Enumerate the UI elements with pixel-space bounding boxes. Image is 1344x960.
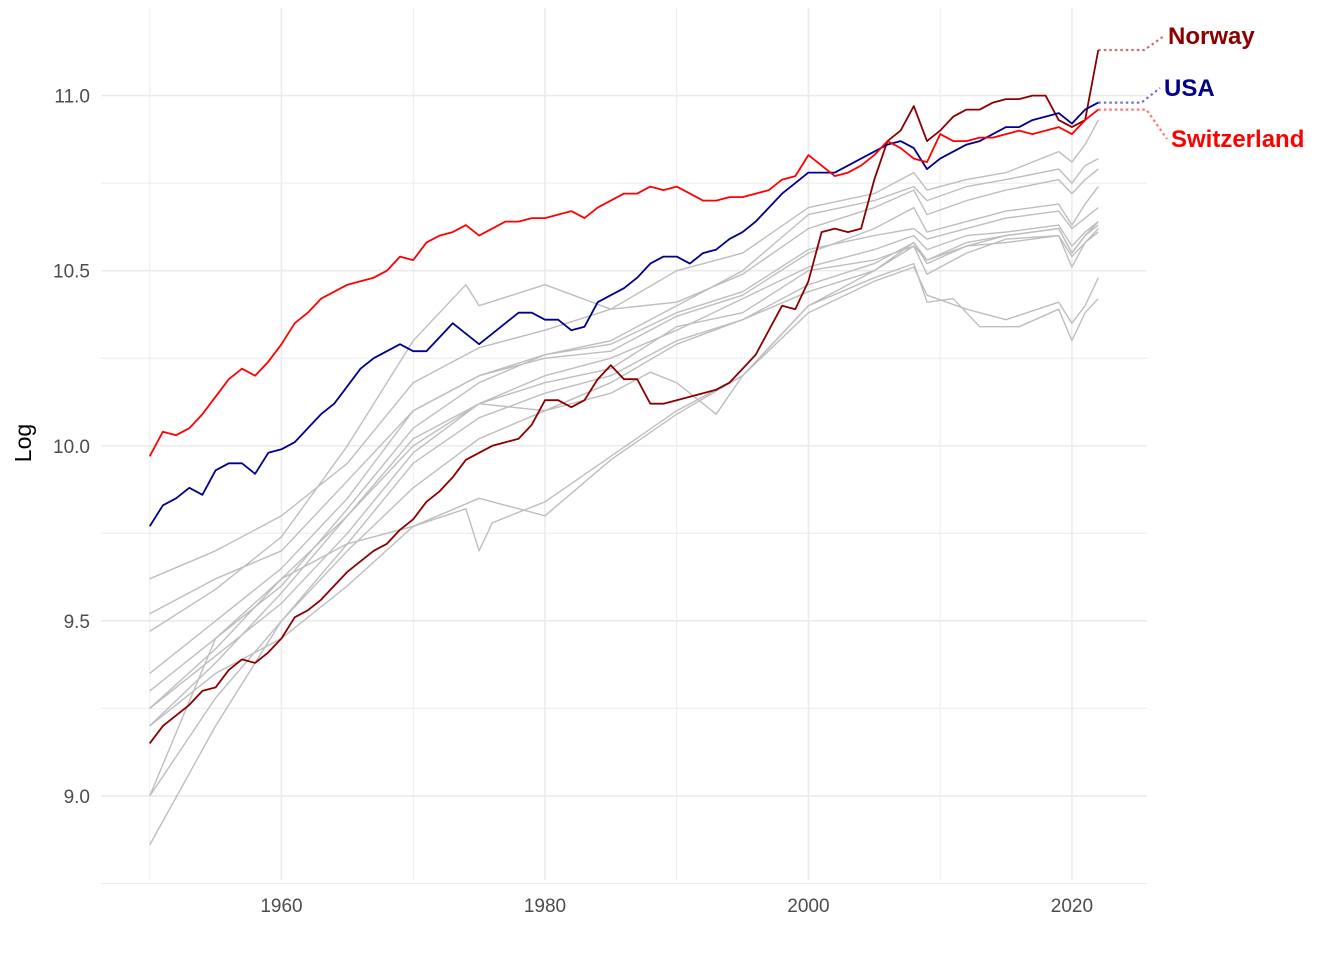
- x-tick-label: 1960: [260, 896, 302, 917]
- series-line-other-country: [149, 168, 1099, 632]
- series-line-usa: [148, 101, 1099, 527]
- country-label-norway: Norway: [1168, 23, 1255, 50]
- x-axis-tick-labels: 1960 1980 2000 2020: [260, 896, 1093, 917]
- x-tick-label: 2000: [787, 896, 829, 917]
- series-line-other-country: [149, 221, 1099, 709]
- series-line-other-country: [149, 119, 1099, 580]
- country-label-usa: USA: [1164, 75, 1215, 102]
- country-labels: Norway USA Switzerland: [1164, 23, 1304, 153]
- series-line-other-country: [149, 186, 1099, 674]
- series-line-norway: [148, 49, 1100, 744]
- y-tick-label: 10.5: [53, 262, 90, 283]
- grid-minor-lines: [101, 8, 1147, 885]
- grid-major-lines: [101, 8, 1147, 880]
- label-connector-switzerland: [1098, 108, 1168, 140]
- series-line-other-country: [149, 157, 1099, 615]
- highlighted-series-lines: [148, 49, 1100, 744]
- series-line-other-country: [149, 228, 1099, 709]
- background-series-lines: [149, 119, 1099, 846]
- x-tick-label: 2020: [1051, 896, 1093, 917]
- series-line-other-country: [149, 262, 1099, 797]
- country-label-switzerland: Switzerland: [1171, 126, 1304, 153]
- label-connectors: [1098, 35, 1168, 140]
- series-line-other-country: [149, 207, 1099, 692]
- y-axis-title: Log: [10, 424, 36, 462]
- y-tick-label: 11.0: [54, 87, 90, 108]
- x-tick-label: 1980: [524, 896, 566, 917]
- y-tick-label: 9.0: [64, 787, 90, 808]
- label-connector-norway: [1098, 35, 1165, 52]
- series-line-other-country: [149, 266, 1099, 727]
- y-tick-label: 10.0: [53, 437, 90, 458]
- series-line-other-country: [149, 224, 1099, 846]
- series-line-switzerland: [148, 108, 1099, 457]
- y-tick-label: 9.5: [64, 612, 90, 633]
- y-axis-tick-labels: 9.0 9.5 10.0 10.5 11.0: [53, 87, 90, 808]
